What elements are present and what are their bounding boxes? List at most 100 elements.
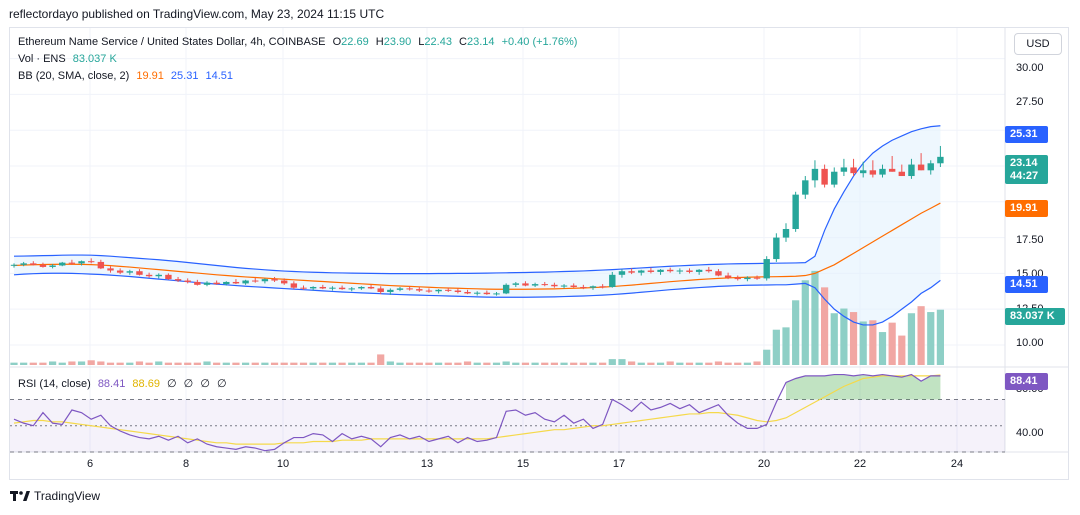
candle-body [541,284,548,286]
volume-bar [656,362,665,365]
volume-bar [309,362,317,365]
bb-legend[interactable]: BB (20, SMA, close, 2) 19.91 25.31 14.51 [18,70,237,82]
volume-bar [213,362,221,365]
volume-bar [174,362,182,365]
candle-body [155,274,162,277]
volume-bar [647,362,655,365]
open-value: 22.69 [341,36,369,48]
candle-body [367,286,375,289]
volume-bar [492,362,501,365]
volume-bar [386,361,394,365]
rsi-overbought-fill [786,374,941,400]
volume-bar [888,322,896,365]
volume-bar [570,362,578,365]
volume-bar [319,362,327,365]
volume-bar [106,362,115,365]
volume-bar [705,362,713,365]
candle-body [763,259,770,279]
volume-bar [589,362,597,365]
candle-body [821,168,828,185]
candle-body [782,228,790,238]
candle-body [107,268,114,271]
candle-body [329,287,336,289]
volume-bar [377,354,385,365]
volume-bar [599,362,607,365]
rsi-extra-1: ∅ [167,378,177,390]
candle-body [937,156,944,164]
volume-bar [483,362,491,365]
candle-body [338,287,346,290]
volume-bar [772,329,780,365]
price-tick-label: 27.50 [1016,96,1044,108]
volume-bar [637,362,645,365]
time-label: 22 [853,458,867,470]
volume-bar [695,362,703,365]
candle-body [840,167,848,172]
volume-bar [251,362,259,365]
candle-body [869,170,877,175]
symbol-name[interactable]: Ethereum Name Service / United States Do… [18,36,326,48]
volume-bar [898,335,906,365]
bb-lower-tag: 14.51 [1005,276,1048,293]
volume-bar [830,313,838,365]
candle-body [917,164,925,171]
volume-bar [116,362,124,365]
volume-bar [849,312,858,365]
volume-legend[interactable]: Vol · ENS 83.037 K [18,53,121,65]
time-label: 20 [757,458,771,470]
volume-bar [357,362,365,365]
volume-bar [145,362,153,365]
low-label: L [418,36,425,48]
candle-body [396,288,404,290]
candle-body [309,286,317,289]
candle-body [531,284,539,286]
candle-body [377,288,384,292]
chart-frame [9,27,1069,480]
candle-body [618,271,626,275]
volume-bar [541,362,549,365]
currency-button[interactable]: USD [1014,33,1062,55]
publisher-line: reflectordayo published on TradingView.c… [9,7,385,21]
candle-body [695,269,703,272]
candle-body [802,180,809,195]
tradingview-logo-icon [10,491,30,501]
bb-mid-line [13,202,941,290]
volume-bar [280,362,288,365]
candle-body [78,261,85,264]
volume-bar [87,360,95,365]
volume-bar [869,320,877,365]
rsi-extra-2: ∅ [183,378,194,390]
change-value: +0.40 (+1.76%) [501,36,578,48]
volume-bar [270,362,279,365]
candle-body [667,269,674,272]
volume-bar [560,362,568,365]
rsi-value: 88.41 [97,378,126,390]
candle-body [30,263,37,265]
volume-bar [20,362,28,365]
rsi-legend[interactable]: RSI (14, close) 88.41 88.69 ∅ ∅ ∅ ∅ [18,377,231,390]
symbol-legend[interactable]: Ethereum Name Service / United States Do… [18,36,581,48]
bar-countdown: 44:27 [1010,170,1039,182]
volume-bar [936,309,944,365]
candle-body [474,292,481,294]
volume-bar [840,308,848,365]
last-price-tag: 23.14 44:27 [1005,155,1048,184]
candle-body [358,286,365,289]
volume-bar [550,362,558,365]
volume-bar [753,361,761,365]
rsi-label: RSI (14, close) [18,378,91,390]
candle-body [686,270,693,272]
footer-brand[interactable]: TradingView [10,489,100,503]
volume-bar [49,361,57,365]
candle-body [425,290,433,292]
candle-body [232,281,240,284]
high-value: 23.90 [383,36,412,48]
rsi-ma-line [13,374,941,445]
candle-body [512,283,519,285]
volume-bar [396,362,404,365]
volume-bar [521,362,530,365]
candle-body [888,168,896,172]
volume-bar [734,362,742,365]
volume-bar [242,362,250,365]
time-label: 24 [950,458,964,470]
